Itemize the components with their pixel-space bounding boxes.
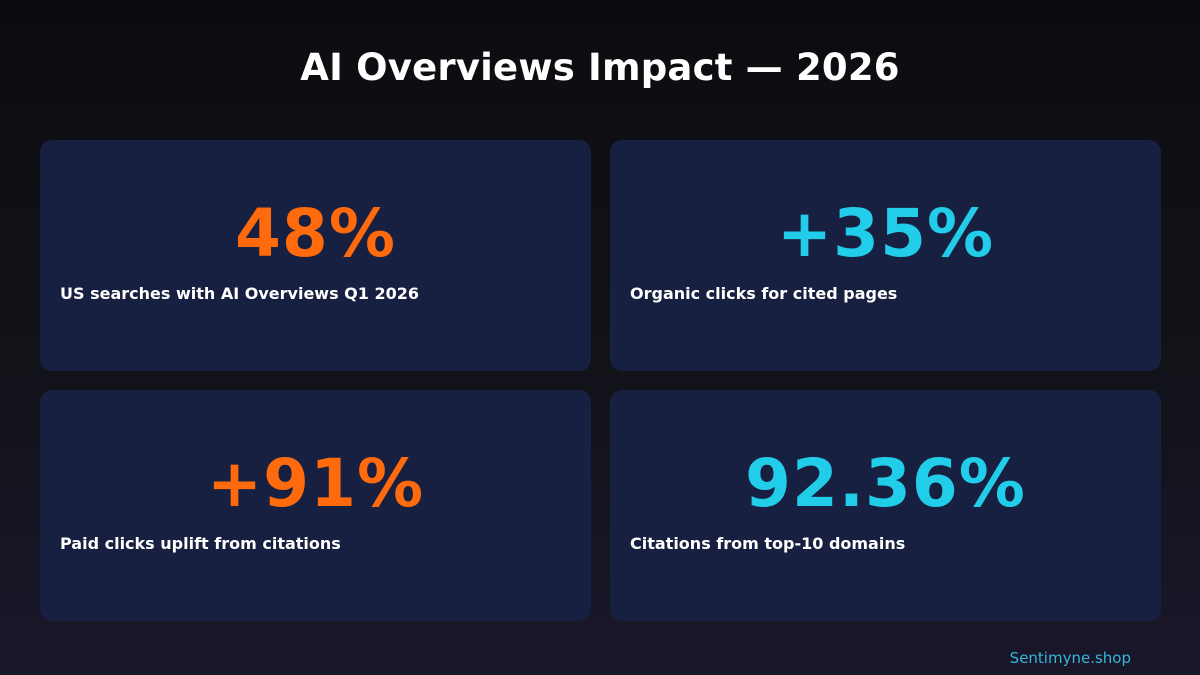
stat-label: US searches with AI Overviews Q1 2026 xyxy=(60,284,419,303)
stat-label: Organic clicks for cited pages xyxy=(630,284,898,303)
stat-label: Citations from top-10 domains xyxy=(630,534,906,553)
stat-card-top10-citations: 92.36% Citations from top-10 domains xyxy=(610,390,1161,621)
page-title: AI Overviews Impact — 2026 xyxy=(300,46,900,89)
brand-watermark: Sentimyne.shop xyxy=(1009,649,1131,667)
stat-value: +91% xyxy=(206,445,425,522)
stat-label: Paid clicks uplift from citations xyxy=(60,534,341,553)
stat-card-paid-clicks: +91% Paid clicks uplift from citations xyxy=(40,390,591,621)
stat-card-ai-overviews-share: 48% US searches with AI Overviews Q1 202… xyxy=(40,140,591,371)
stat-value: +35% xyxy=(776,195,995,272)
stat-value: 92.36% xyxy=(745,445,1026,522)
stat-value: 48% xyxy=(235,195,396,272)
stat-card-organic-clicks: +35% Organic clicks for cited pages xyxy=(610,140,1161,371)
